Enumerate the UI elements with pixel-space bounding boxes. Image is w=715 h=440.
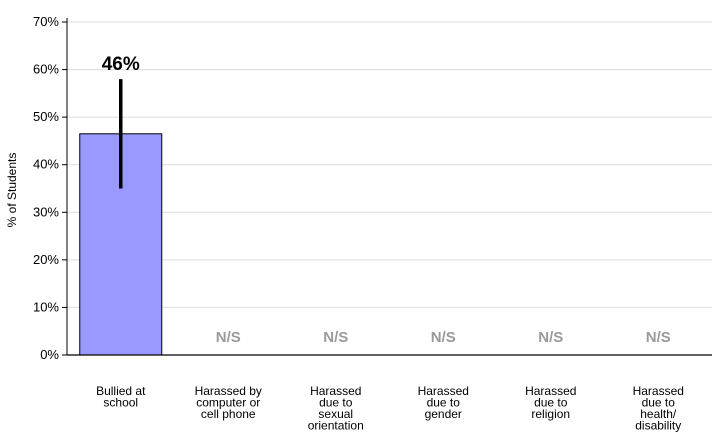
y-axis: 0% 10% 20% 30% 40% 50% 60% 70% bbox=[33, 14, 68, 362]
category-label: Harassed by computer or cell phone bbox=[195, 384, 262, 421]
y-tick-label: 30% bbox=[33, 204, 59, 219]
category-label: Harassed due to sexual orientation bbox=[308, 384, 364, 433]
y-tick-label: 60% bbox=[33, 62, 59, 77]
y-tick-label: 50% bbox=[33, 109, 59, 124]
y-tick-label: 10% bbox=[33, 299, 59, 314]
category-label: Harassed due to health/disability bbox=[633, 384, 684, 433]
category-label: Harassed due to gender bbox=[418, 384, 469, 421]
gridlines bbox=[67, 21, 712, 308]
y-tick-label: 0% bbox=[40, 347, 59, 362]
ns-label: N/S bbox=[216, 329, 241, 346]
y-axis-label: % of Students bbox=[5, 153, 19, 228]
y-tick-label: 40% bbox=[33, 157, 59, 172]
x-axis: Bullied at school Harassed by computer or ce… bbox=[67, 354, 712, 433]
data-labels: 46% N/S N/S N/S N/S N/S bbox=[102, 54, 671, 346]
ns-label: N/S bbox=[646, 329, 671, 346]
data-label: 46% bbox=[102, 54, 140, 75]
category-label: Bullied at school bbox=[96, 384, 146, 410]
ns-label: N/S bbox=[538, 329, 563, 346]
y-tick-label: 70% bbox=[33, 14, 59, 29]
y-tick-label: 20% bbox=[33, 252, 59, 267]
ns-label: N/S bbox=[323, 329, 348, 346]
category-label: Harassed due to religion bbox=[525, 384, 576, 421]
ns-label: N/S bbox=[431, 329, 456, 346]
